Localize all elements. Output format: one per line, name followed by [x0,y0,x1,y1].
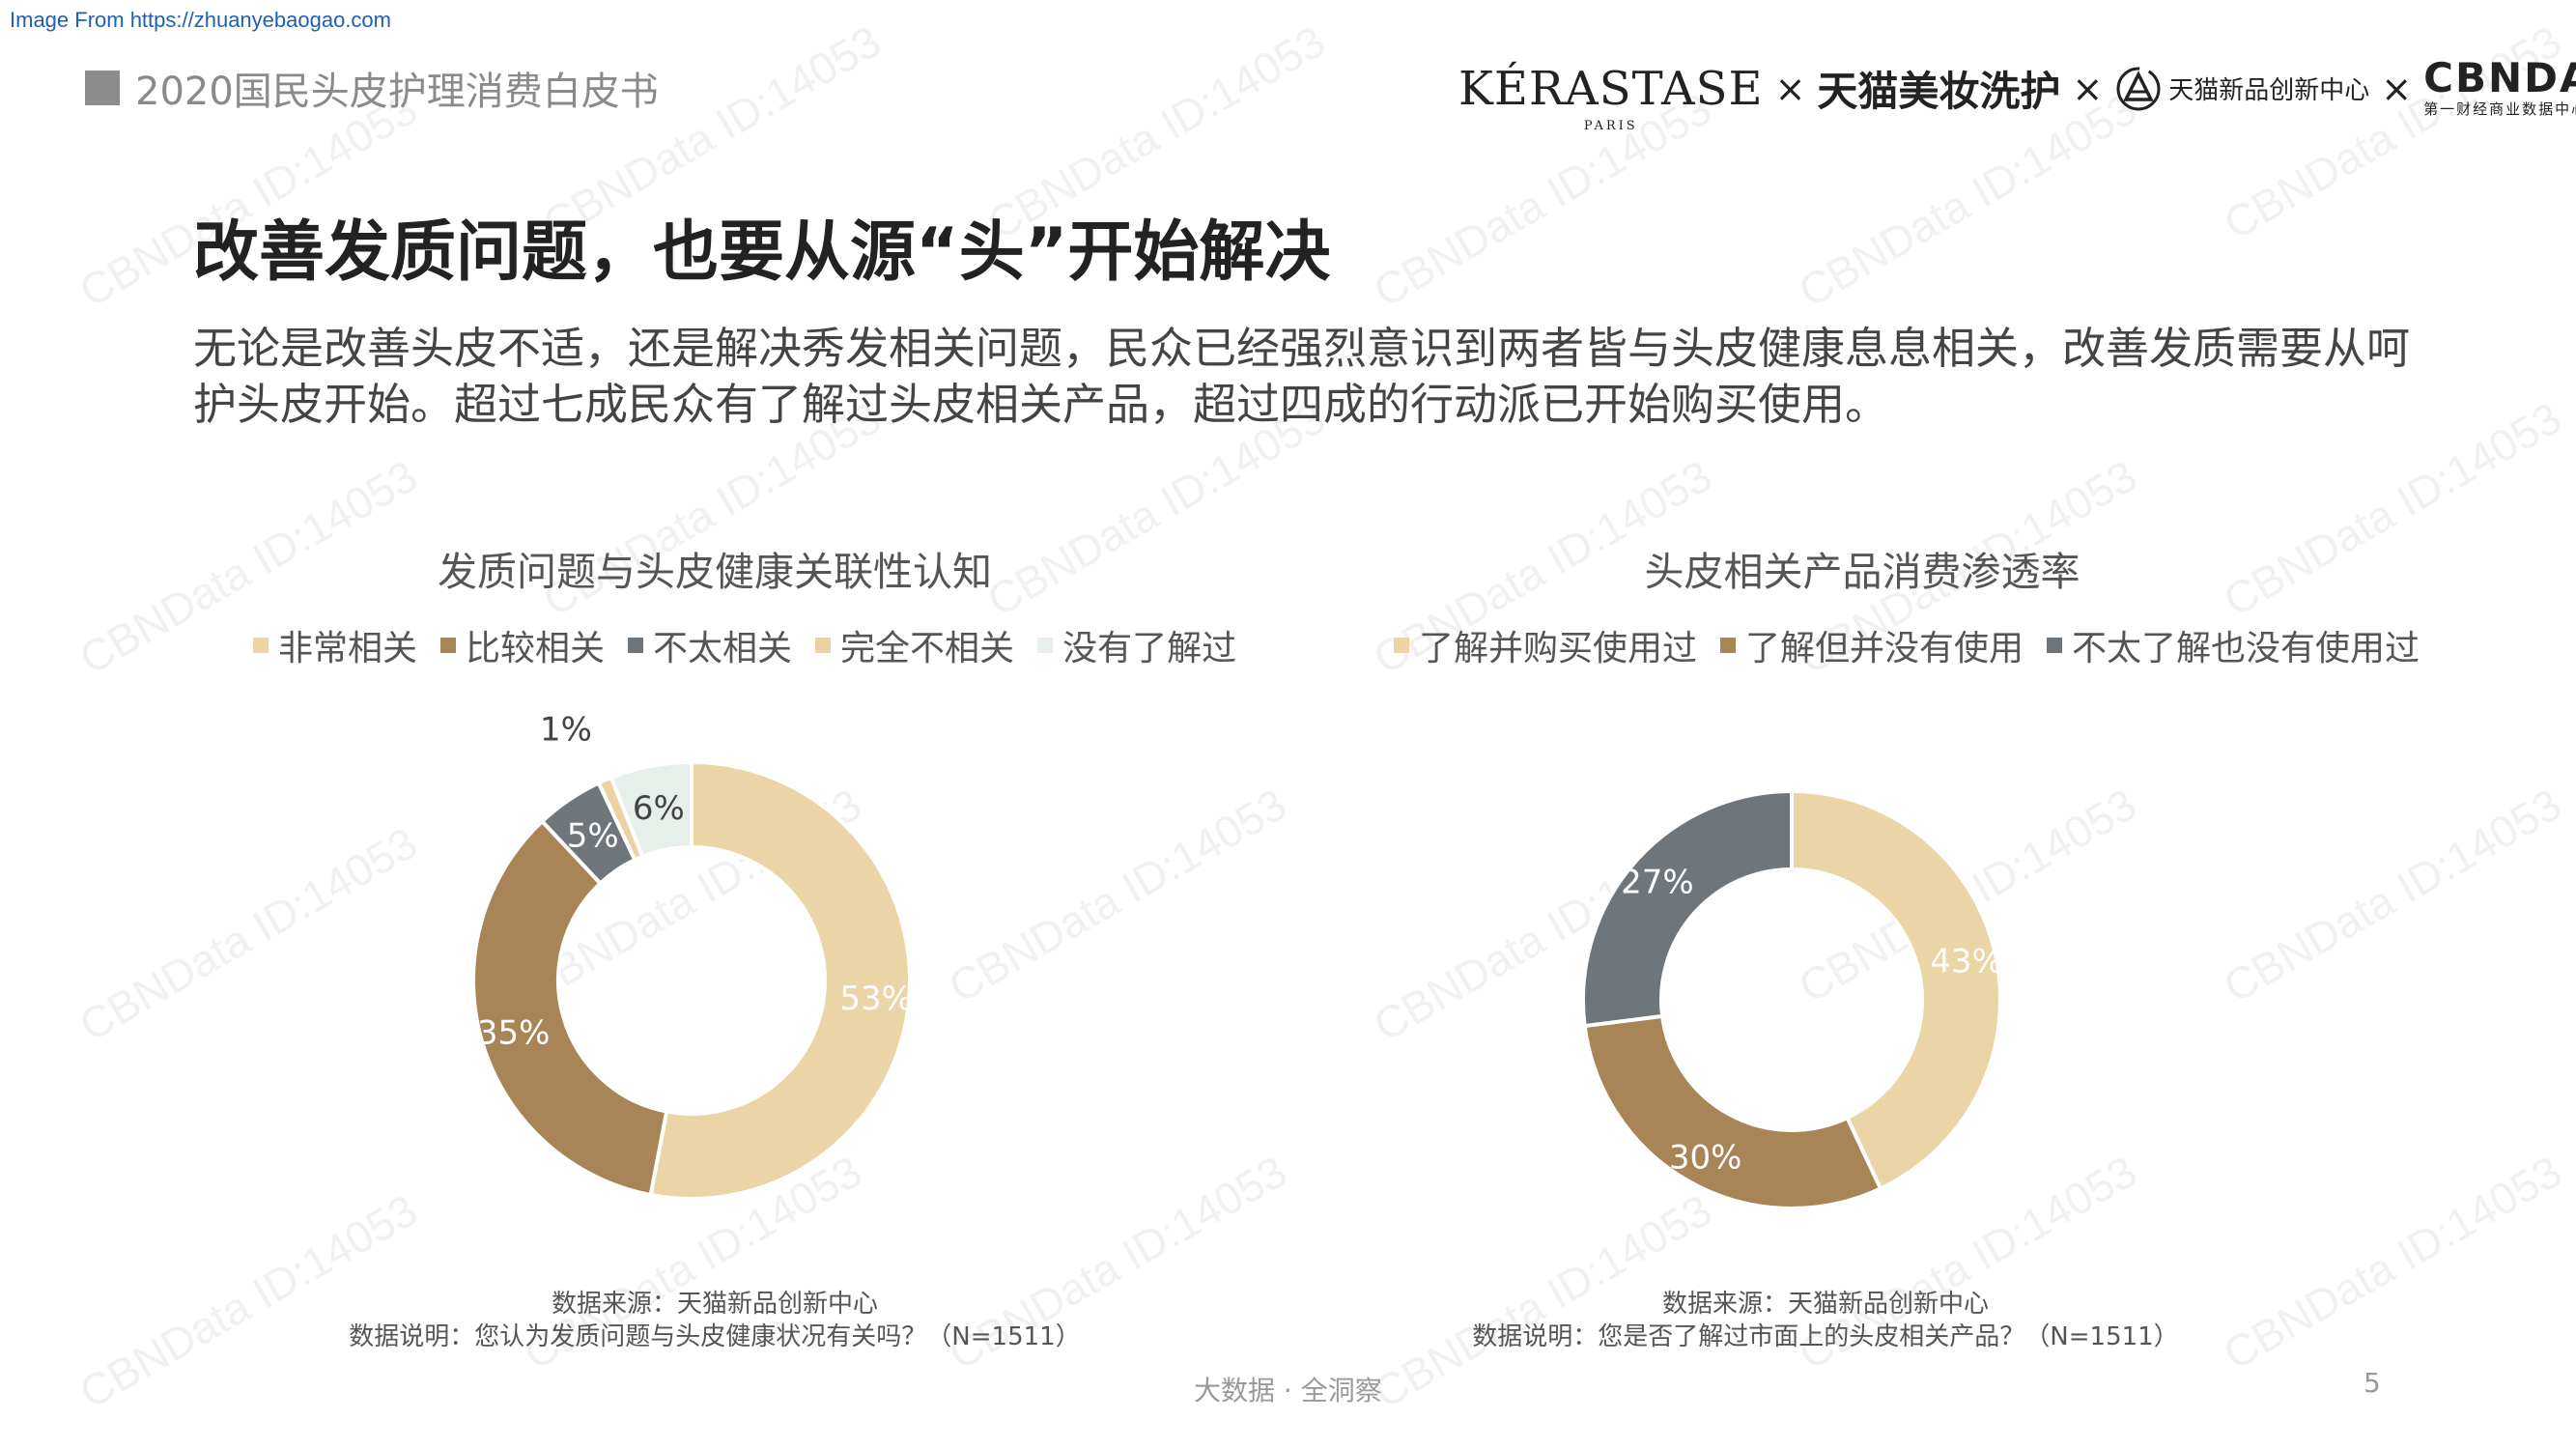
chart1-source: 数据来源：天猫新品创新中心 [551,1290,878,1319]
legend-swatch [2047,638,2063,653]
legend-swatch [1394,638,1409,653]
chart2-legend: 了解并购买使用过 了解但并没有使用 不太了解也没有使用过 [1394,620,2420,670]
donut-slice [1581,788,1794,1029]
tmall-innovation-text: 天猫新品创新中心 [2168,76,2370,105]
slice-label: 53% [839,980,913,1018]
legend-swatch [1720,638,1737,653]
partner-logos: KÉRASTASE PARIS × 天猫美妆洗护 × 天猫新品创新中心 × CB… [1458,58,2576,133]
legend-label: 比较相关 [466,629,606,668]
footer-slogan: 大数据 · 全洞察 [1194,1375,1382,1406]
donut-slice [648,759,912,1201]
donut-slice [1582,1013,1883,1210]
cbndata-logo: CBNDATA 第一财经商业数据中心 [2423,58,2576,119]
legend-label: 了解并购买使用过 [1419,629,1698,668]
slice-label: 35% [477,1014,551,1053]
source-url-note[interactable]: Image From https://zhuanyebaogao.com [10,8,391,32]
intro-paragraph: 无论是改善头皮不适，还是解决秀发相关问题，民众已经强烈意识到两者皆与头皮健康息息… [193,323,2411,430]
legend-item: 了解并购买使用过 [1394,620,1697,670]
page-number: 5 [2364,1367,2381,1399]
title-square-icon [85,71,120,105]
cbndata-text: CBNDATA [2423,54,2576,101]
tmall-beauty-logo: 天猫美妆洗护 [1817,68,2061,115]
chart2-title: 头皮相关产品消费渗透率 [1644,549,2081,595]
chart2-source: 数据来源：天猫新品创新中心 [1661,1290,1989,1319]
kerastase-sub: PARIS [1583,118,1638,133]
donut-slice [609,759,694,860]
separator: × [2381,67,2413,110]
slice-label: 30% [1669,1139,1742,1178]
chart1-title: 发质问题与头皮健康关联性认知 [438,549,992,595]
legend-swatch [628,638,644,653]
separator: × [2072,67,2104,110]
legend-item: 没有了解过 [1037,620,1236,670]
legend-swatch [440,638,457,653]
kerastase-text: KÉRASTASE [1458,61,1764,116]
legend-label: 完全不相关 [840,629,1015,668]
cbndata-sub: 第一财经商业数据中心 [2423,100,2576,118]
slice-label: 6% [633,789,685,828]
legend-swatch [1037,638,1054,653]
donut-slice [471,818,669,1198]
legend-label: 不太了解也没有使用过 [2072,629,2420,668]
kerastase-logo: KÉRASTASE PARIS [1458,61,1764,133]
slice-label: 5% [567,816,619,855]
legend-item: 了解但并没有使用 [1720,620,2024,670]
chart1-notes: 数据来源：天猫新品创新中心 数据说明：您认为发质问题与头皮健康状况有关吗？（N=… [280,1288,1149,1353]
legend-swatch [815,638,832,653]
legend-item: 不太相关 [628,620,792,670]
chart2-description: 数据说明：您是否了解过市面上的头皮相关产品？（N=1511） [1472,1322,2179,1351]
slice-label: 1% [540,711,592,750]
chart2-notes: 数据来源：天猫新品创新中心 数据说明：您是否了解过市面上的头皮相关产品？（N=1… [1391,1288,2260,1353]
chart1-legend: 非常相关 比较相关 不太相关 完全不相关 没有了解过 [253,620,1236,670]
separator: × [1774,67,1806,110]
legend-item: 不太了解也没有使用过 [2047,620,2420,670]
legend-swatch [253,638,269,653]
chart1-description: 数据说明：您认为发质问题与头皮健康状况有关吗？（N=1511） [349,1322,1081,1351]
report-title: 2020国民头皮护理消费白皮书 [85,60,659,116]
report-title-text: 2020国民头皮护理消费白皮书 [135,70,659,114]
slice-label: 43% [1930,943,2003,981]
legend-item: 非常相关 [253,620,417,670]
headline: 改善发质问题，也要从源“头”开始解决 [193,214,1331,291]
legend-label: 了解但并没有使用 [1745,629,2024,668]
legend-item: 比较相关 [440,620,605,670]
slice-label: 27% [1621,863,1694,901]
tmall-innovation-logo: 天猫新品创新中心 [2114,65,2369,113]
legend-label: 没有了解过 [1062,629,1237,668]
legend-label: 不太相关 [653,629,793,668]
legend-item: 完全不相关 [815,620,1014,670]
legend-label: 非常相关 [278,629,418,668]
donut-slice [1790,788,2002,1192]
innovation-center-icon [2116,67,2161,110]
